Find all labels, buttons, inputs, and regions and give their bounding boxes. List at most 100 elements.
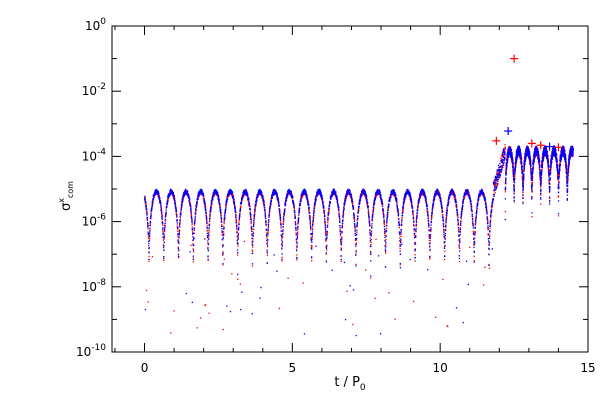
data-point [184,193,186,195]
data-point [210,203,212,205]
data-point [208,224,210,227]
data-point [152,198,155,200]
data-point [555,151,557,154]
data-point [297,231,299,233]
data-point [325,232,327,234]
data-point [248,198,250,200]
data-point [223,220,225,222]
data-point [203,199,205,201]
data-point [375,238,377,240]
data-point [497,180,499,182]
data-point [254,213,256,215]
data-point [366,203,368,205]
data-point [513,201,515,203]
data-point [492,189,495,191]
data-point [459,223,462,225]
data-point [273,192,275,195]
data-point [504,181,507,183]
data-point [163,249,165,251]
data-point [531,191,533,193]
data-point [175,213,178,215]
data-point [163,256,165,258]
data-point [237,236,239,238]
data-point [149,223,151,225]
data-point [309,220,311,223]
data-point [430,230,432,233]
data-point [429,249,431,252]
data-point [213,190,216,193]
data-point [213,195,215,197]
data-point [244,193,246,195]
data-point [384,252,387,254]
data-point [506,158,508,160]
data-point [255,200,258,203]
data-point [153,195,155,197]
data-point [249,215,252,217]
data-point [163,238,165,240]
data-point [160,204,162,207]
data-point [225,203,227,206]
data-point [154,191,156,193]
data-point [371,214,374,217]
data-point [412,218,415,220]
data-point [240,199,243,201]
data-point [239,209,241,211]
data-point [267,224,270,227]
data-point [178,241,180,243]
data-point [191,221,193,223]
data-point [339,235,342,237]
data-point [520,163,523,166]
data-point [149,233,151,235]
data-point [163,245,165,247]
data-point [495,172,498,174]
data-point [309,217,311,220]
data-point [163,229,166,231]
data-point [173,199,175,201]
data-point [504,144,506,146]
data-point [177,247,180,249]
data-point [243,191,245,193]
data-point [252,228,255,230]
data-point [254,206,256,208]
data-point [189,205,192,207]
data-point [196,327,198,329]
data-point [459,238,461,240]
data-point [177,256,180,259]
data-point [538,162,540,165]
data-point [349,191,351,193]
data-point [245,192,248,195]
data-point [308,209,310,212]
data-point [191,223,193,226]
data-point [222,254,224,256]
data-point [531,173,534,175]
data-point [180,206,183,208]
data-point [239,215,241,217]
data-point [412,215,414,217]
data-point [325,260,328,262]
data-point [247,200,249,202]
data-point [191,219,193,221]
data-point [208,312,210,314]
data-point [486,210,488,213]
y-tick-label: 10-10 [76,343,106,359]
data-point [353,224,356,226]
data-point [498,170,501,172]
data-point [193,238,195,240]
data-point [384,234,386,236]
data-point [370,241,372,243]
data-point [208,230,210,232]
data-point [147,223,149,225]
data-point [224,218,226,220]
data-point [404,198,406,200]
data-point [166,203,168,205]
data-point [359,198,362,200]
data-point [150,214,152,216]
data-point [177,230,179,232]
y-tick-label: 10-6 [82,213,107,229]
data-point [401,217,403,219]
data-point [223,227,225,229]
data-point [251,227,253,230]
data-point [557,178,559,180]
data-point [147,240,150,243]
data-point [180,213,182,216]
